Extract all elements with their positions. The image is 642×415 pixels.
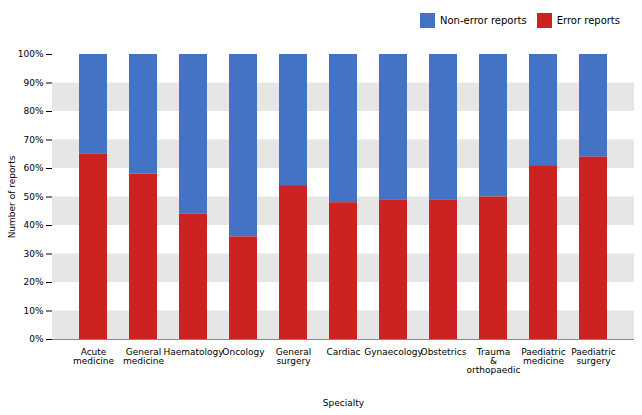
svg-text:Haematology: Haematology [163,347,224,357]
svg-text:Cardiac: Cardiac [326,347,360,357]
svg-text:Specialty: Specialty [323,398,365,408]
svg-text:Trauma&orthopaedic: Trauma&orthopaedic [467,347,521,375]
svg-text:80%: 80% [23,106,43,116]
svg-text:100%: 100% [18,49,44,59]
svg-text:50%: 50% [23,192,43,202]
svg-text:Acutemedicine: Acutemedicine [73,347,115,366]
svg-text:60%: 60% [23,163,43,173]
svg-text:30%: 30% [23,249,43,259]
svg-text:Gynaecology: Gynaecology [364,347,423,357]
svg-text:10%: 10% [23,306,43,316]
html-text:Error reports: Error reports [556,15,620,26]
svg-text:90%: 90% [23,78,43,88]
svg-text:Paediatricmedicine: Paediatricmedicine [521,347,566,366]
svg-text:40%: 40% [23,220,43,230]
svg-text:Number of reports: Number of reports [7,155,17,238]
svg-text:Obstetrics: Obstetrics [421,347,467,357]
svg-text:20%: 20% [23,277,43,287]
svg-text:Generalsurgery: Generalsurgery [276,347,312,366]
svg-text:70%: 70% [23,135,43,145]
svg-text:Paediatricsurgery: Paediatricsurgery [571,347,616,366]
html-text:Non-error reports: Non-error reports [440,15,527,26]
svg-text:Oncology: Oncology [222,347,265,357]
svg-text:Generalmedicine: Generalmedicine [123,347,165,366]
svg-text:0%: 0% [29,334,44,344]
